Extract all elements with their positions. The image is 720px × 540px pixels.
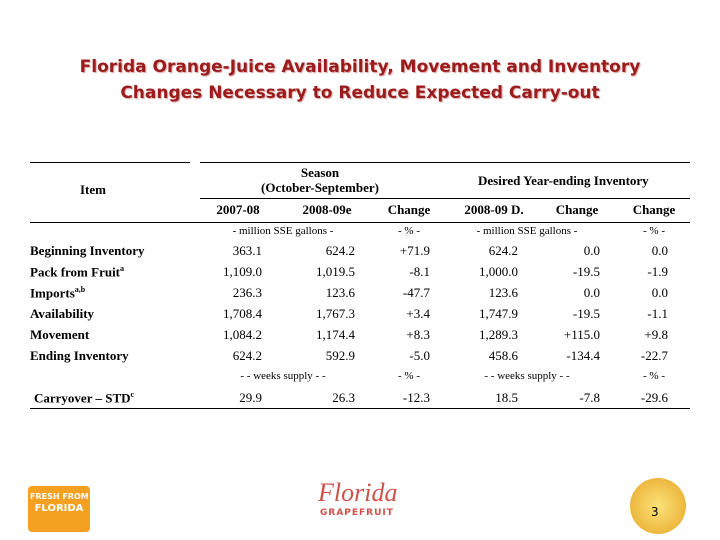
- title-line: Florida Orange-Juice Availability, Movem…: [79, 57, 641, 77]
- cell: 0.0: [583, 243, 600, 258]
- row-label-text: Availability: [30, 306, 95, 321]
- cell: +3.4: [406, 306, 430, 321]
- row-label-text: Pack from Fruit: [30, 264, 121, 280]
- cell: 1,174.4: [316, 327, 355, 342]
- row-label: Pack from Fruita: [30, 264, 124, 280]
- cell: 624.2: [325, 243, 355, 258]
- row-label: Availability: [30, 306, 94, 322]
- row-label-text: Carryover – STD: [34, 390, 131, 406]
- cell: +8.3: [406, 327, 430, 342]
- left-logo: [28, 486, 90, 532]
- cell: 236.3: [232, 285, 262, 300]
- cell: 592.9: [325, 348, 355, 363]
- cell: -5.0: [409, 348, 430, 363]
- cell: 1,289.3: [479, 327, 518, 342]
- cell: 1,747.9: [479, 306, 518, 321]
- cell: 18.5: [495, 390, 518, 405]
- unit-label: - million SSE gallons -: [232, 225, 334, 237]
- cell: 1,019.5: [316, 264, 355, 279]
- cell: 26.3: [332, 390, 355, 405]
- cell: -134.4: [566, 348, 600, 363]
- column-header: Change: [632, 202, 676, 217]
- unit-label: - million SSE gallons -: [476, 225, 578, 237]
- column-header: Change: [555, 202, 599, 217]
- cell: -1.9: [647, 264, 668, 279]
- row-label: Beginning Inventory: [30, 243, 145, 259]
- logo-text: GRAPEFRUIT: [320, 508, 394, 518]
- rule: [200, 162, 690, 163]
- cell: +9.8: [644, 327, 668, 342]
- footnote-mark: a: [120, 264, 125, 273]
- cell: +71.9: [399, 243, 430, 258]
- season-header: Season: [300, 165, 340, 180]
- season-header: (October-September): [261, 180, 379, 195]
- logo-text: Florida: [318, 478, 398, 507]
- row-label-text: Beginning Inventory: [30, 243, 145, 258]
- rule: [200, 198, 690, 199]
- cell: 29.9: [239, 390, 262, 405]
- cell: 0.0: [651, 285, 668, 300]
- cell: -19.5: [572, 264, 600, 279]
- row-label: Movement: [30, 327, 89, 343]
- cell: -22.7: [640, 348, 668, 363]
- right-logo: [630, 478, 686, 534]
- footnote-mark: c: [130, 390, 135, 399]
- title-line: Changes Necessary to Reduce Expected Car…: [120, 83, 600, 103]
- logo-text: FLORIDA: [34, 503, 84, 514]
- column-header: 2007-08: [216, 202, 260, 217]
- cell: 458.6: [488, 348, 518, 363]
- cell: 363.1: [232, 243, 262, 258]
- unit-label: - - weeks supply - -: [240, 370, 326, 382]
- cell: 624.2: [232, 348, 262, 363]
- cell: -1.1: [647, 306, 668, 321]
- cell: +115.0: [563, 327, 600, 342]
- cell: -29.6: [640, 390, 668, 405]
- row-label: Ending Inventory: [30, 348, 129, 364]
- unit-label: - % -: [643, 370, 665, 382]
- cell: -8.1: [409, 264, 430, 279]
- cell: 123.6: [488, 285, 518, 300]
- cell: 1,109.0: [223, 264, 262, 279]
- unit-label: - % -: [398, 370, 420, 382]
- cell: -19.5: [572, 306, 600, 321]
- column-header: 2008-09e: [302, 202, 352, 217]
- unit-label: - % -: [398, 225, 420, 237]
- rule: [30, 408, 690, 409]
- row-label: Carryover – STDc: [34, 390, 134, 406]
- unit-label: - % -: [643, 225, 665, 237]
- desired-header: Desired Year-ending Inventory: [478, 173, 649, 188]
- column-header: Change: [387, 202, 431, 217]
- cell: 0.0: [583, 285, 600, 300]
- logo-text: FRESH FROM: [30, 492, 89, 501]
- cell: 123.6: [325, 285, 355, 300]
- cell: 1,000.0: [479, 264, 518, 279]
- row-label-text: Movement: [30, 327, 90, 342]
- cell: -7.8: [579, 390, 600, 405]
- unit-label: - - weeks supply - -: [484, 370, 570, 382]
- cell: 0.0: [651, 243, 668, 258]
- row-label: Importsa,b: [30, 285, 85, 301]
- cell: -47.7: [402, 285, 430, 300]
- cell: 624.2: [488, 243, 518, 258]
- item-header: Item: [80, 182, 106, 197]
- row-label-text: Ending Inventory: [30, 348, 129, 363]
- column-header: 2008-09 D.: [464, 202, 524, 217]
- cell: -12.3: [402, 390, 430, 405]
- footnote-mark: a,b: [74, 285, 86, 294]
- cell: 1,708.4: [223, 306, 262, 321]
- page-number: 3: [651, 505, 659, 519]
- cell: 1,767.3: [316, 306, 355, 321]
- rule: [30, 222, 690, 223]
- row-label-text: Imports: [30, 285, 75, 301]
- cell: 1,084.2: [223, 327, 262, 342]
- rule: [30, 162, 190, 163]
